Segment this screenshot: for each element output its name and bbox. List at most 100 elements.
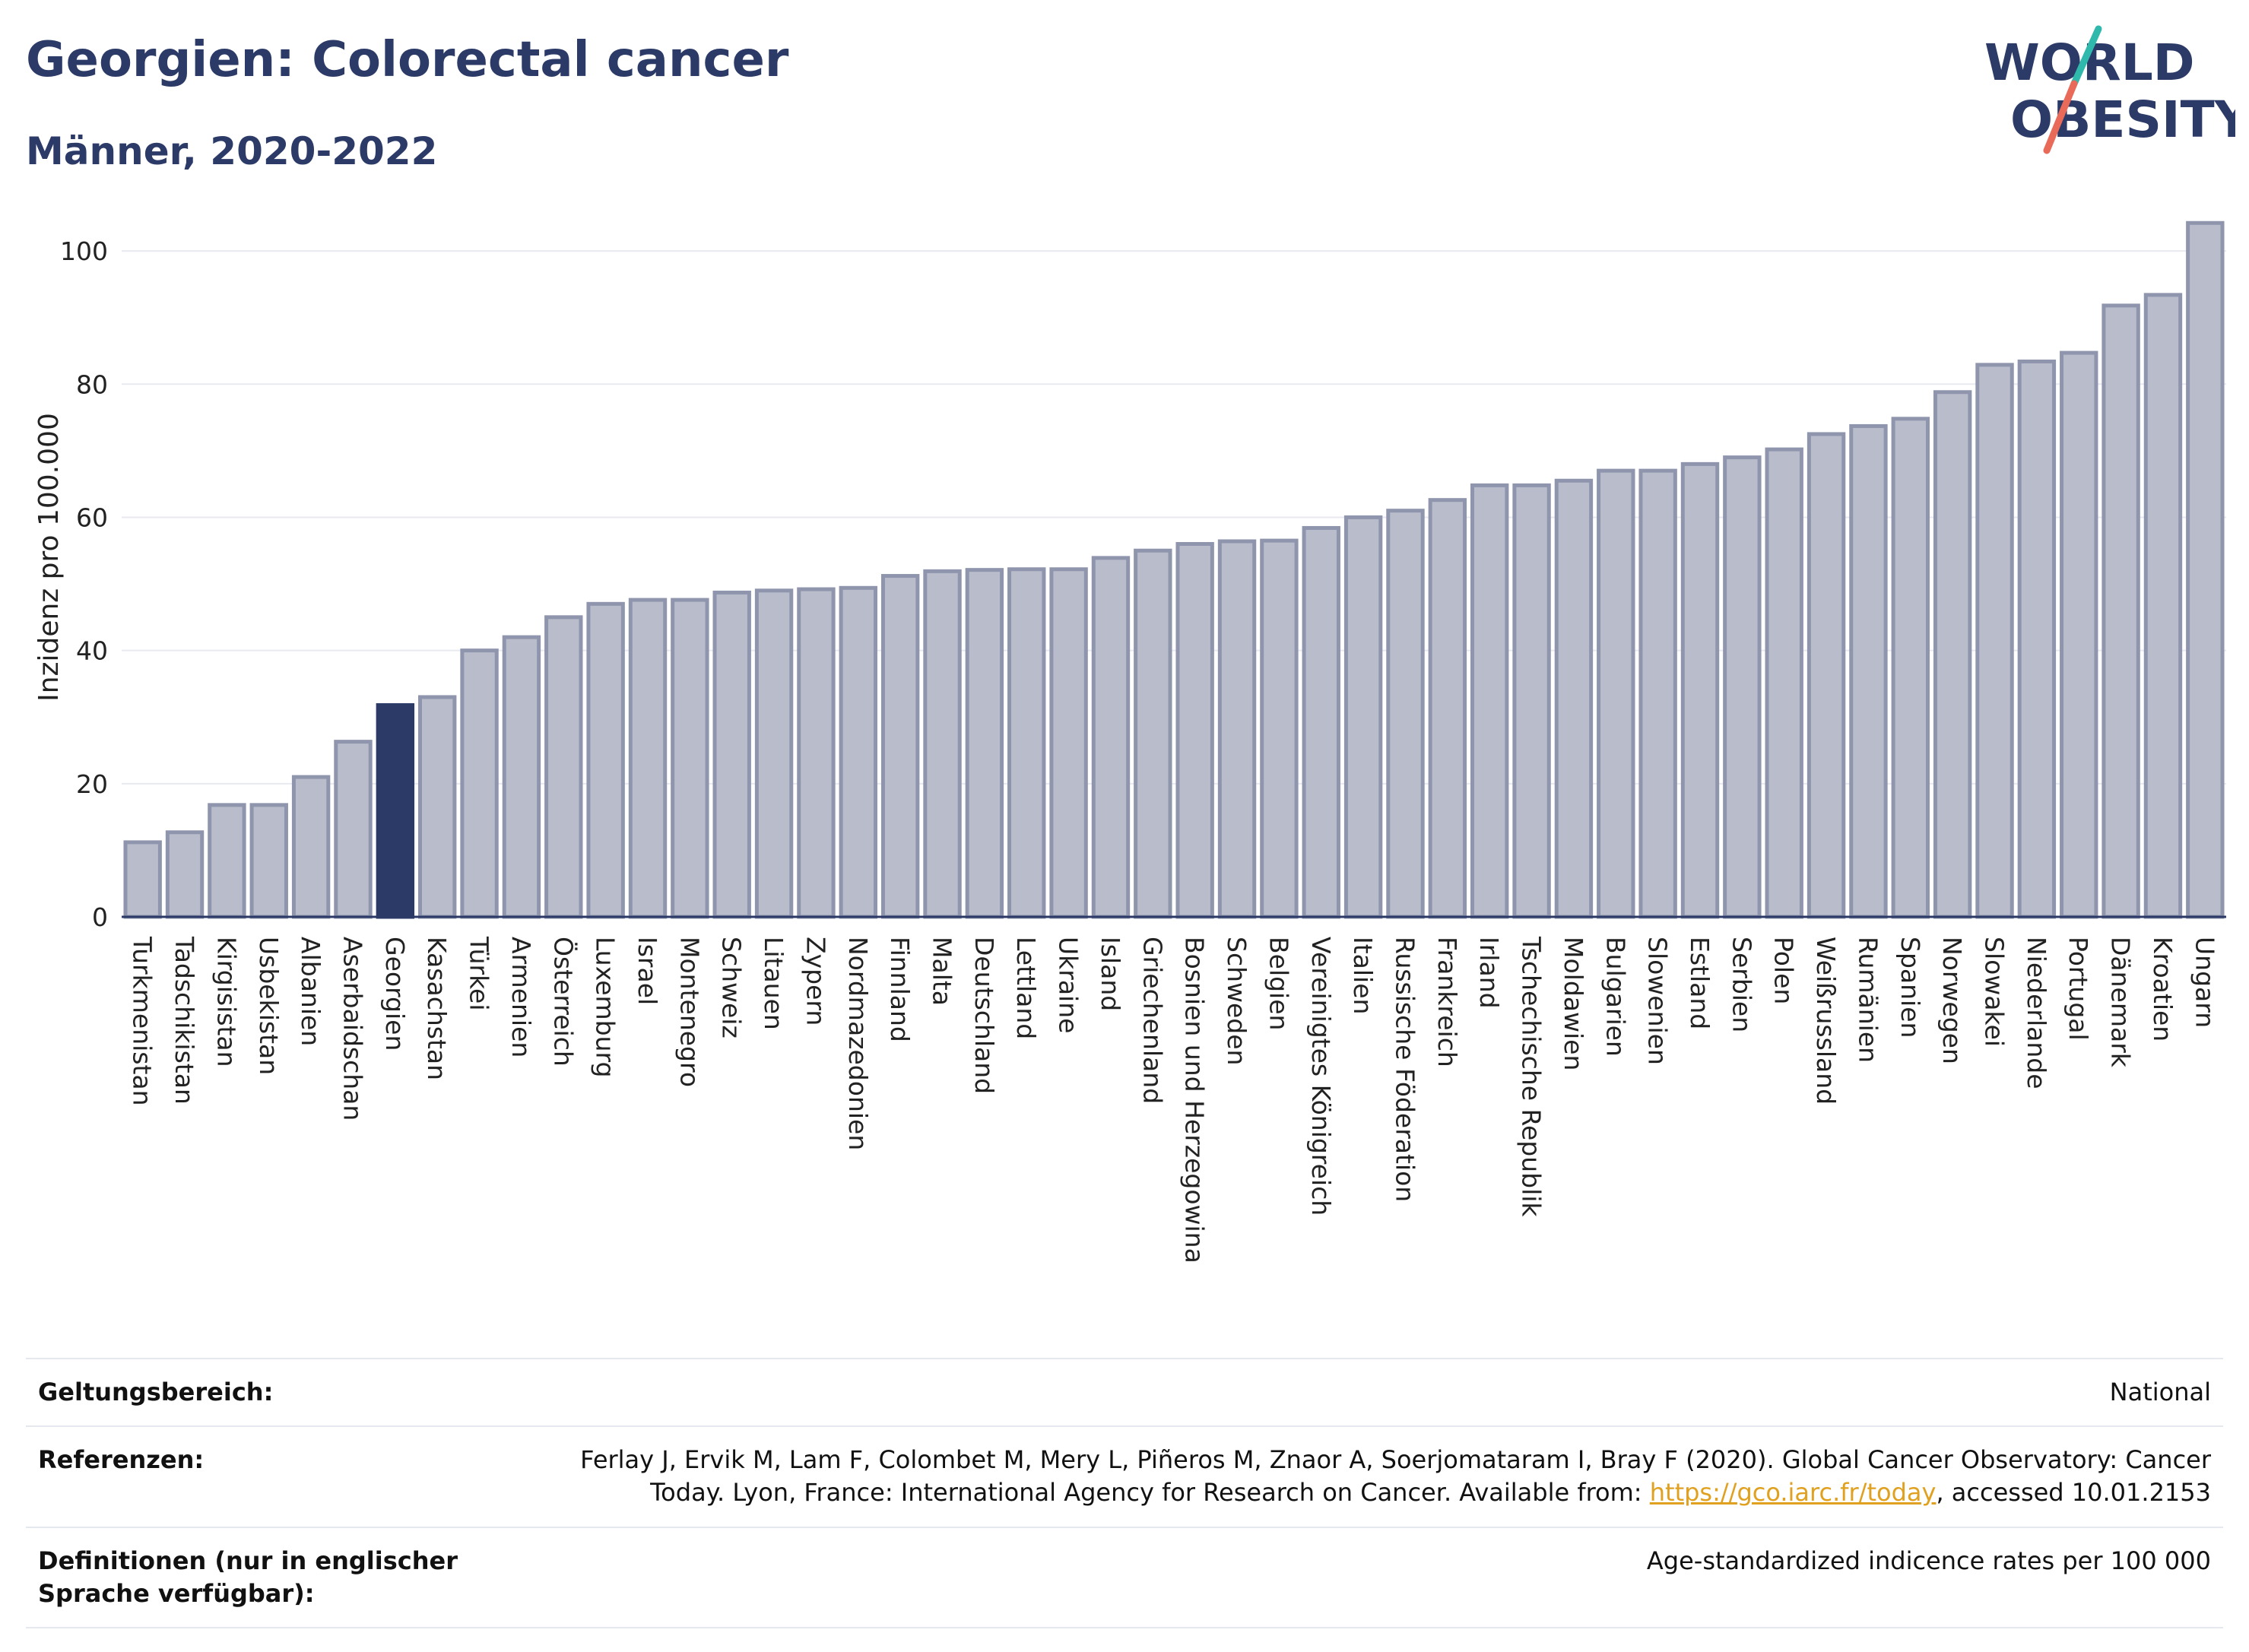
y-tick-label: 60 [76, 503, 108, 532]
page-subtitle: Männer, 2020-2022 [26, 129, 438, 173]
bar [839, 585, 877, 919]
bar [797, 587, 836, 919]
x-tick-label: Norwegen [1937, 937, 1967, 1064]
scope-value: National [2109, 1378, 2211, 1406]
x-tick-label: Malta [928, 937, 957, 1006]
bar [1343, 515, 1383, 919]
bar [671, 598, 709, 919]
y-tick-label: 0 [92, 902, 108, 932]
x-tick-label: Israel [633, 937, 662, 1005]
bar [1806, 432, 1846, 919]
references-accessed: , accessed 10.01.2153 [1936, 1478, 2211, 1508]
x-tick-label: Portugal [2063, 937, 2093, 1041]
bar [1428, 498, 1467, 919]
bar [1554, 478, 1594, 919]
x-tick-label: Slowenien [1643, 937, 1673, 1065]
y-tick-label: 40 [76, 636, 108, 666]
x-tick-label: Turkmenistan [128, 936, 157, 1106]
bar [1386, 509, 1425, 919]
x-tick-label: Vereinigtes Königreich [1306, 937, 1336, 1216]
page-title: Georgien: Colorectal cancer [26, 32, 789, 88]
bar [586, 601, 625, 919]
bar [880, 574, 920, 919]
bar [1260, 538, 1299, 919]
bar [544, 615, 583, 919]
x-tick-label: Luxemburg [591, 937, 620, 1077]
bar [2186, 220, 2225, 919]
bar-highlight [376, 702, 415, 919]
bar [2017, 359, 2057, 919]
bar [1470, 483, 1509, 919]
bar [165, 830, 205, 919]
bar [1134, 548, 1172, 919]
bar [1849, 423, 1888, 919]
bar [502, 635, 541, 919]
bar [1891, 417, 1930, 919]
x-tick-label: Tadschikistan [170, 936, 199, 1105]
chart-footer: Geltungsbereich: National Referenzen: Fe… [26, 1358, 2223, 1628]
x-tick-label: Ukraine [1054, 937, 1083, 1033]
x-tick-label: Usbekistan [254, 937, 284, 1075]
x-tick-label: Irland [1474, 937, 1504, 1009]
x-tick-label: Ungarn [2190, 937, 2219, 1028]
bar [712, 590, 751, 919]
bar [208, 803, 246, 919]
x-tick-label: Litauen [759, 937, 788, 1030]
bar [1933, 390, 1972, 919]
bar [1091, 556, 1131, 919]
bar [1302, 525, 1340, 919]
bar [754, 588, 794, 919]
bar [1007, 567, 1046, 919]
x-tick-label: Zypern [801, 937, 830, 1026]
x-tick-label: Estland [1685, 937, 1715, 1029]
x-tick-label: Belgien [1264, 937, 1293, 1030]
references-text: Ferlay J, Ervik M, Lam F, Colombet M, Me… [580, 1445, 2211, 1508]
bar [1975, 363, 2014, 919]
x-tick-label: Österreich [548, 937, 579, 1067]
bar [1597, 468, 1635, 919]
x-tick-label: Nordmazedonien [843, 937, 873, 1150]
x-tick-label: Weißrussland [1811, 937, 1841, 1105]
footer-scope-row: Geltungsbereich: National [26, 1358, 2223, 1425]
y-tick-label: 100 [60, 236, 108, 266]
bar [2060, 350, 2098, 919]
bar [460, 648, 499, 919]
x-tick-label: Schweden [1222, 937, 1251, 1065]
x-tick-label: Niederlande [2022, 937, 2051, 1089]
references-value: Ferlay J, Ervik M, Lam F, Colombet M, Me… [576, 1444, 2211, 1509]
y-tick-label: 80 [76, 369, 108, 399]
y-axis-label: Inzidenz pro 100.000 [33, 413, 65, 702]
x-tick-label: Aserbaidschan [338, 937, 367, 1121]
x-tick-label: Montenegro [674, 937, 704, 1087]
x-tick-label: Serbien [1727, 937, 1756, 1032]
bar [418, 695, 457, 919]
references-link[interactable]: https://gco.iarc.fr/today [1649, 1478, 1937, 1508]
x-tick-label: Armenien [506, 937, 536, 1057]
bar [1175, 541, 1214, 919]
bar [1680, 461, 1720, 919]
bar [923, 569, 962, 919]
references-label: Referenzen: [38, 1445, 205, 1475]
x-tick-label: Kroatien [2148, 937, 2178, 1042]
bar [1723, 455, 1762, 919]
bar [249, 803, 288, 919]
x-tick-label: Kasachstan [422, 937, 452, 1080]
x-tick-label: Russische Föderation [1390, 937, 1420, 1202]
x-tick-label: Finnland [885, 937, 915, 1042]
footer-definitions-row: Definitionen (nur in englischer Sprache … [26, 1526, 2223, 1628]
scope-label: Geltungsbereich: [38, 1378, 274, 1406]
x-tick-label: Moldawien [1559, 937, 1588, 1070]
x-tick-label: Dänemark [2106, 937, 2136, 1068]
bar [1512, 483, 1551, 919]
bar-chart: 0 20 40 60 80 100 Inzidenz pro 100.000 Turkmeni… [33, 220, 2226, 1264]
bar [2143, 293, 2183, 919]
x-tick-label: Italien [1348, 937, 1378, 1014]
definitions-label: Definitionen (nur in englischer Sprache … [38, 1546, 458, 1608]
footer-references-row: Referenzen: Ferlay J, Ervik M, Lam F, Co… [26, 1425, 2223, 1526]
x-tick-label: Frankreich [1432, 937, 1462, 1067]
x-tick-label: Türkei [465, 936, 494, 1011]
x-tick-label: Albanien [296, 937, 325, 1046]
definitions-value: Age-standardized indicence rates per 100… [1646, 1546, 2211, 1575]
x-tick-label: Schweiz [717, 937, 747, 1038]
y-tick-label: 20 [76, 769, 108, 799]
